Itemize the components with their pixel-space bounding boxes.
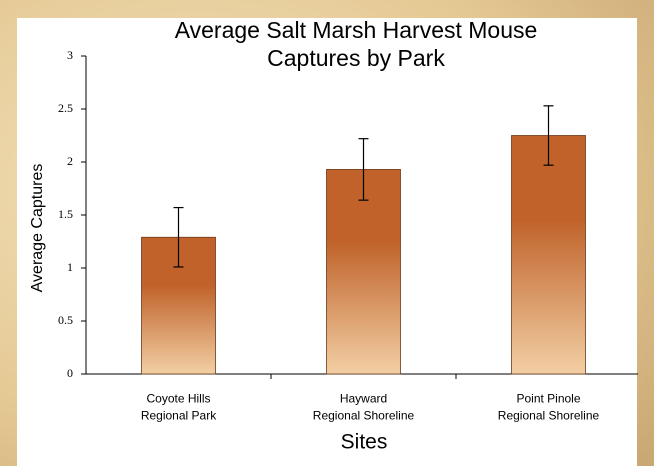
y-tick-label: 0 — [67, 366, 73, 380]
x-tick-label: Point Pinole Regional Shoreline — [498, 392, 600, 423]
x-axis-label: Sites — [341, 431, 388, 454]
x-tick-label: Hayward Regional Shoreline — [313, 392, 415, 423]
error-bar — [543, 105, 554, 166]
bar — [511, 135, 586, 375]
y-tick-label: 3 — [67, 48, 73, 62]
x-tick-label: Coyote Hills Regional Park — [141, 392, 217, 423]
y-tick-label: 2.5 — [58, 101, 73, 115]
y-tick-label: 2 — [67, 154, 73, 168]
error-bar — [358, 138, 369, 201]
y-tick-label: 1.5 — [58, 207, 73, 221]
bar — [326, 169, 401, 375]
error-bar — [173, 206, 184, 268]
y-tick-label: 0.5 — [58, 313, 73, 327]
y-axis-label: Average Captures — [29, 164, 46, 293]
chart-title: Average Salt Marsh Harvest Mouse Captures… — [175, 17, 538, 71]
y-tick-label: 1 — [67, 260, 73, 274]
